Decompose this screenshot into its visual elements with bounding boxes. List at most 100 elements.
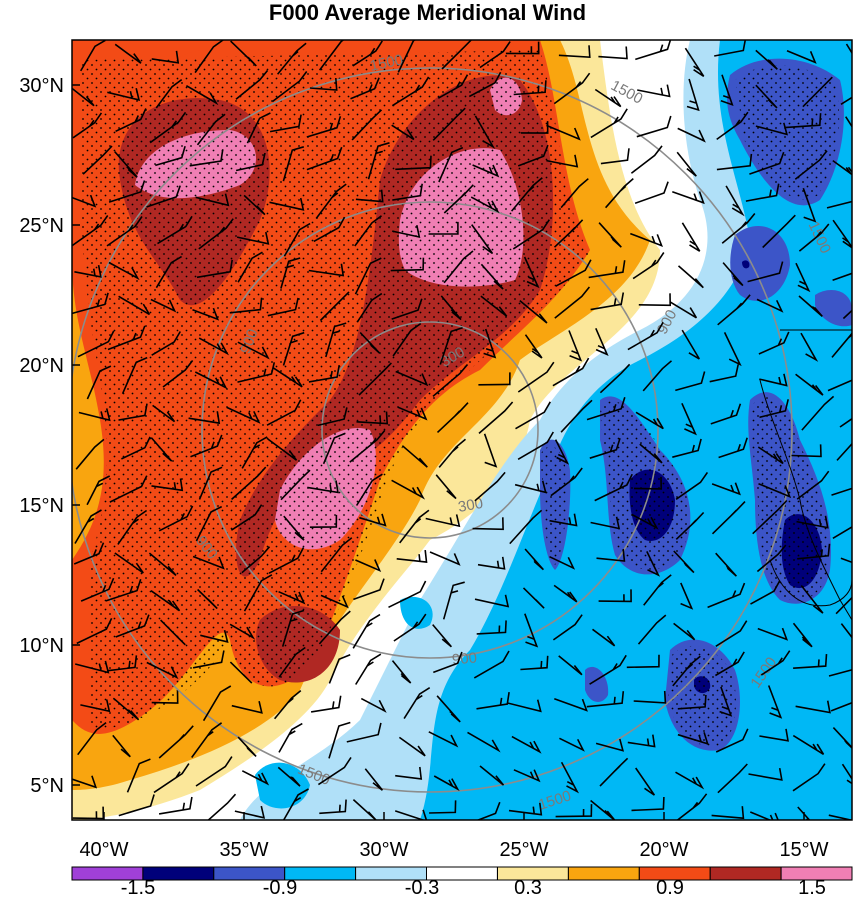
- lon-label: 35°W: [219, 839, 268, 861]
- wind-barb: [560, 761, 580, 794]
- latitude-axis: 30°N 25°N 20°N 15°N 10°N 5°N: [19, 75, 80, 797]
- wind-barb: [277, 766, 301, 787]
- wind-barb: [637, 84, 671, 98]
- wind-barb: [759, 399, 789, 419]
- wind-barb: [355, 189, 384, 203]
- wind-barb: [748, 767, 783, 781]
- wind-barb: [473, 650, 510, 679]
- wind-barb: [605, 177, 634, 209]
- wind-barb: [716, 153, 753, 171]
- wind-barb: [560, 178, 589, 209]
- wind-barb: [197, 588, 218, 610]
- wind-barb: [757, 446, 784, 465]
- wind-barb: [443, 250, 474, 284]
- wind-barb: [72, 215, 109, 247]
- wind-barb: [226, 406, 261, 424]
- wind-barb: [716, 111, 749, 141]
- wind-barb: [395, 766, 423, 780]
- wind-barb: [359, 513, 387, 527]
- wind-barb: [391, 76, 430, 107]
- wind-barb: [112, 734, 131, 758]
- wind-barb: [391, 298, 423, 320]
- wind-barb: [553, 219, 584, 248]
- wind-barb: [507, 699, 542, 713]
- wind-barb: [642, 360, 673, 392]
- wind-barb: [229, 297, 263, 314]
- wind-barb: [151, 50, 180, 64]
- wind-barb: [390, 257, 425, 272]
- wind-barb: [354, 215, 382, 247]
- wind-barb: [391, 124, 415, 141]
- wind-barb: [523, 256, 540, 289]
- plot-frame: [71, 39, 853, 821]
- wind-barb: [599, 363, 631, 394]
- lat-label: 10°N: [19, 635, 64, 657]
- wind-barb: [74, 509, 102, 544]
- wind-barb: [467, 731, 501, 753]
- wind-barb: [796, 515, 829, 529]
- wind-barb: [832, 159, 852, 176]
- wind-barb: [267, 297, 299, 317]
- wind-barb: [72, 87, 95, 107]
- wind-barb: [440, 295, 462, 321]
- lat-label: 5°N: [30, 775, 64, 797]
- wind-barb: [438, 438, 467, 468]
- wind-barb: [150, 298, 177, 313]
- wind-barb: [634, 181, 669, 205]
- wind-barb: [797, 543, 831, 560]
- wind-barb: [306, 116, 342, 138]
- wind-barb: [517, 144, 549, 167]
- wind-barb: [709, 364, 739, 383]
- wind-barb: [559, 737, 585, 752]
- wind-barb: [522, 587, 545, 609]
- wind-barb: [509, 509, 543, 545]
- wind-barb: [157, 215, 193, 245]
- range-ring-label: 900: [451, 649, 477, 668]
- wind-barb: [398, 736, 426, 757]
- colorbar-label: 0.3: [514, 877, 542, 899]
- wind-barb: [198, 466, 223, 500]
- wind-barb: [86, 475, 111, 506]
- wind-barb: [278, 722, 303, 753]
- wind-barb: [755, 49, 778, 70]
- wind-barb: [828, 814, 852, 820]
- wind-barb: [282, 146, 305, 182]
- wind-barb: [519, 299, 548, 324]
- lon-label: 15°W: [779, 839, 828, 861]
- wind-barb: [711, 806, 745, 820]
- wind-barb: [672, 655, 701, 687]
- wind-barb: [801, 395, 835, 431]
- wind-barb: [839, 417, 852, 428]
- wind-barb: [432, 363, 469, 397]
- wind-barb: [325, 322, 347, 358]
- wind-barb: [595, 327, 609, 356]
- wind-barb: [826, 200, 852, 209]
- wind-barb: [158, 725, 194, 759]
- colorbar-label: -0.9: [263, 877, 297, 899]
- colorbar-swatch: [780, 866, 853, 881]
- wind-barb: [435, 474, 457, 500]
- wind-barb: [590, 516, 621, 530]
- wind-barb: [194, 40, 224, 74]
- wind-barb: [86, 365, 112, 400]
- wind-barb: [479, 41, 511, 69]
- wind-barb: [553, 72, 591, 105]
- wind-barb: [592, 628, 616, 647]
- wind-barb: [517, 361, 555, 393]
- lon-label: 30°W: [359, 839, 408, 861]
- wind-barb: [798, 223, 830, 252]
- wind-barb: [107, 88, 141, 101]
- wind-barb: [433, 651, 463, 674]
- wind-barb: [268, 547, 305, 574]
- wind-barb: [842, 309, 852, 320]
- lon-label: 20°W: [639, 839, 688, 861]
- wind-barb: [77, 721, 107, 756]
- wind-barb: [191, 722, 223, 758]
- wind-barb: [439, 326, 463, 365]
- wind-barb: [760, 650, 791, 676]
- wind-barb: [353, 578, 385, 601]
- wind-barb: [150, 437, 173, 462]
- wind-barb: [669, 301, 698, 319]
- wind-barb: [319, 291, 350, 322]
- wind-barb: [792, 763, 826, 792]
